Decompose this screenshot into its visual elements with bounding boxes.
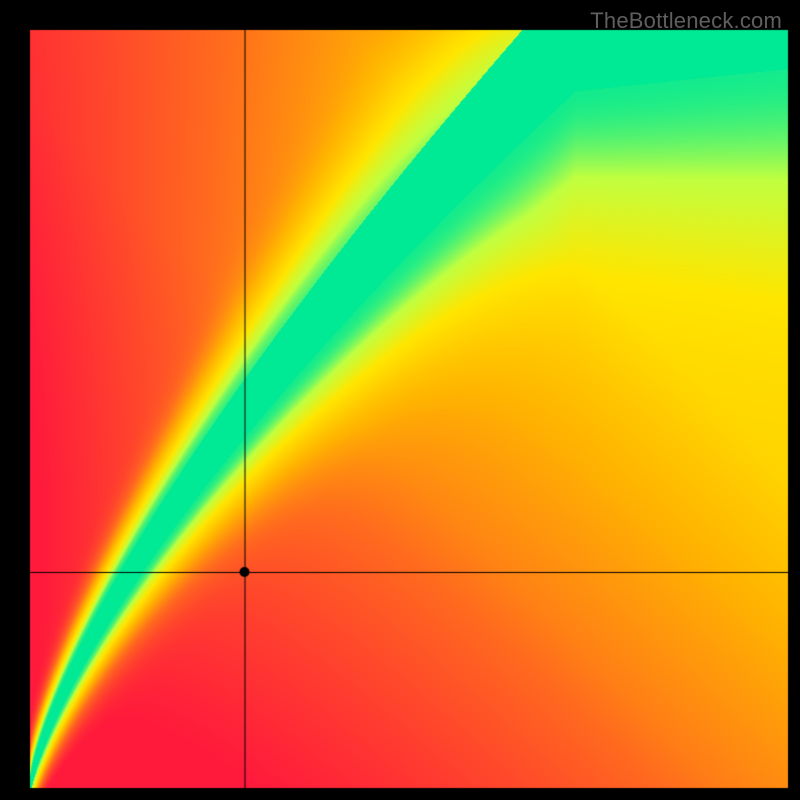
bottleneck-heatmap-canvas — [0, 0, 800, 800]
watermark-label: TheBottleneck.com — [590, 8, 782, 34]
